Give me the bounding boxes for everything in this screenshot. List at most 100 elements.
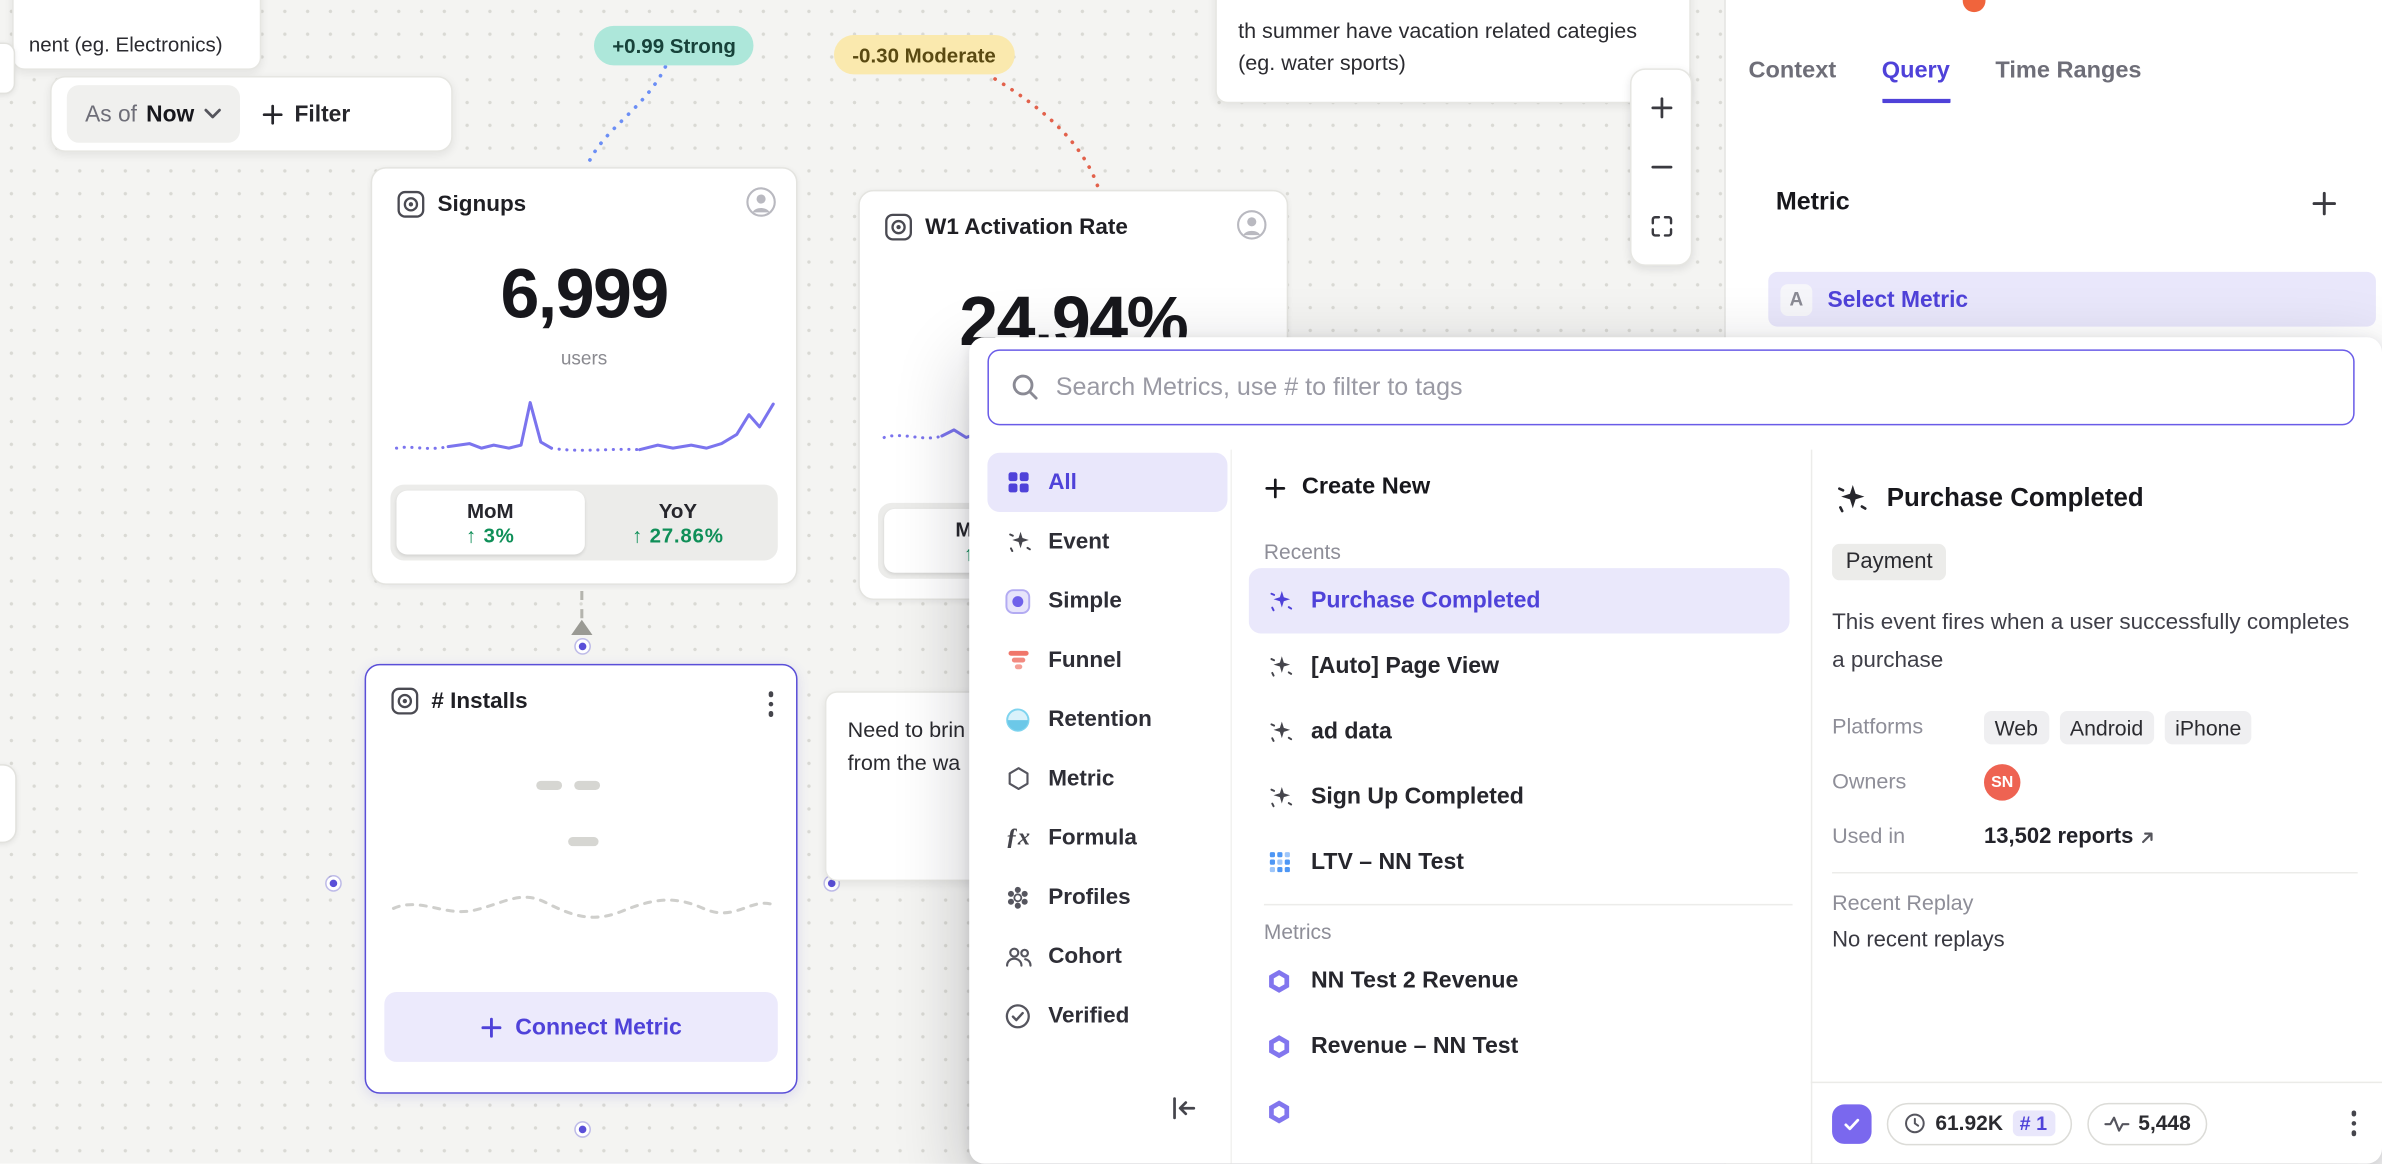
zoom-out-button[interactable] (1640, 146, 1683, 189)
event-sparkle-icon (1264, 782, 1294, 812)
divider (1832, 871, 2358, 874)
create-new-label: Create New (1301, 473, 1431, 500)
list-item-sign-up-completed[interactable]: Sign Up Completed (1249, 764, 1790, 829)
connection-port-top[interactable] (575, 639, 590, 654)
connect-metric-button[interactable]: Connect Metric (384, 991, 778, 1062)
expand-icon (1650, 215, 1672, 237)
tab-context[interactable]: Context (1748, 57, 1837, 84)
sticky-note-partial[interactable]: nent (eg. Electronics) (12, 0, 262, 70)
hexagon-icon (1003, 763, 1033, 793)
panel-handle[interactable] (0, 764, 17, 844)
toggle-label: YoY (658, 499, 698, 522)
correlation-badge-moderate[interactable]: -0.30 Moderate (834, 34, 1015, 75)
correlation-badge-strong[interactable]: +0.99 Strong (593, 25, 755, 66)
used-in-link[interactable]: 13,502 reports (1984, 825, 2156, 849)
used-in-label: Used in (1832, 824, 1906, 850)
footer-menu-button[interactable] (2346, 1106, 2360, 1140)
platform-tag-web: Web (1983, 710, 2049, 745)
as-of-button[interactable]: As of Now (66, 85, 240, 143)
search-icon (1009, 371, 1041, 403)
detail-tag: Payment (1832, 543, 1947, 581)
category-label: Metric (1048, 766, 1115, 791)
list-item-label: ad data (1311, 718, 1392, 745)
tab-query[interactable]: Query (1881, 58, 1950, 104)
search-field (987, 349, 2355, 426)
metric-picker-modal: All Event Simple Funnel (969, 337, 2382, 1164)
list-item-ltv-nn-test[interactable]: LTV – NN Test (1249, 829, 1790, 894)
flow-connector (580, 590, 584, 619)
toggle-yoy[interactable]: YoY ↑ 27.86% (584, 491, 772, 555)
search-input[interactable] (987, 349, 2355, 426)
list-item-nn-test-2-revenue[interactable]: NN Test 2 Revenue (1249, 948, 1790, 1013)
category-simple[interactable]: Simple (987, 571, 1227, 630)
hexagon-metric-icon (1264, 1031, 1294, 1061)
category-cohort[interactable]: Cohort (987, 927, 1227, 986)
list-item-revenue-nn-test[interactable]: Revenue – NN Test (1249, 1013, 1790, 1078)
category-verified[interactable]: Verified (987, 986, 1227, 1045)
note-line: th summer have vacation related categies (1238, 19, 1638, 45)
toggle-value: ↑ 3% (465, 523, 515, 547)
count-value: 61.92K (1935, 1112, 2003, 1135)
connection-port-bottom[interactable] (575, 1122, 590, 1137)
badge-label: +0.99 Strong (612, 34, 736, 57)
list-item-auto-page-view[interactable]: [Auto] Page View (1249, 633, 1790, 698)
filter-label: Filter (294, 101, 351, 127)
plus-icon (261, 103, 284, 126)
flow-arrow-icon (571, 619, 593, 635)
sticky-note-text: nent (eg. Electronics) (28, 33, 223, 57)
toggle-label: MoM (466, 499, 514, 522)
category-metric[interactable]: Metric (987, 749, 1227, 808)
category-all[interactable]: All (987, 452, 1228, 512)
period-toggle: MoM ↑ 3% YoY ↑ 27.86% (390, 484, 778, 561)
zoom-in-button[interactable] (1640, 87, 1683, 130)
select-metric-row[interactable]: A Select Metric (1768, 271, 2376, 327)
tab-time-ranges[interactable]: Time Ranges (1995, 57, 2142, 84)
placeholder-bar (536, 780, 563, 790)
card-menu-button[interactable] (763, 687, 777, 721)
verified-badge-button[interactable] (1832, 1103, 1872, 1144)
as-of-value: Now (146, 101, 195, 127)
connect-metric-label: Connect Metric (515, 1014, 682, 1040)
category-event[interactable]: Event (987, 512, 1227, 571)
collapse-left-icon (1172, 1096, 1195, 1119)
add-metric-button[interactable] (2306, 185, 2342, 221)
activity-pill[interactable]: 5,448 (2086, 1102, 2208, 1145)
panel-tabs: Context Query Time Ranges (1749, 58, 2142, 104)
placeholder-bar (574, 780, 601, 790)
chevron-down-icon (203, 108, 221, 120)
connection-port-left[interactable] (326, 876, 341, 891)
list-item-label: LTV – NN Test (1311, 849, 1464, 876)
note-card-top[interactable]: th summer have vacation related categies… (1215, 0, 1691, 104)
list-item-partial[interactable] (1249, 1079, 1790, 1144)
fit-screen-button[interactable] (1640, 205, 1683, 248)
category-label: Formula (1048, 825, 1137, 850)
create-new-button[interactable]: Create New (1249, 468, 1808, 507)
divider (1810, 449, 1813, 1164)
category-profiles[interactable]: Profiles (987, 867, 1227, 926)
list-item-ad-data[interactable]: ad data (1249, 699, 1790, 764)
select-metric-label: Select Metric (1827, 286, 1969, 313)
category-funnel[interactable]: Funnel (987, 630, 1227, 689)
event-sparkle-icon (1003, 526, 1033, 556)
detail-description: This event fires when a user successfull… (1832, 610, 2350, 673)
metric-card-signups[interactable]: Signups 6,999 users MoM ↑ 3% YoY ↑ (370, 167, 798, 585)
people-icon (1003, 941, 1033, 971)
list-item-purchase-completed[interactable]: Purchase Completed (1248, 568, 1790, 634)
hexagon-metric-icon (1264, 1096, 1294, 1126)
minus-icon (1650, 165, 1672, 169)
check-icon (1844, 1118, 1860, 1130)
edge-button[interactable] (0, 42, 16, 95)
divider (1230, 449, 1233, 1164)
collapse-sidebar-button[interactable] (1164, 1088, 1203, 1127)
platforms-row: Platforms Web Android iPhone (1832, 708, 2358, 747)
toggle-mom[interactable]: MoM ↑ 3% (396, 490, 585, 555)
event-count-pill[interactable]: 61.92K # 1 (1886, 1102, 2072, 1145)
notification-dot (1962, 0, 1986, 13)
category-retention[interactable]: Retention (987, 690, 1227, 749)
metric-card-installs[interactable]: # Installs Connect Metric (364, 663, 798, 1094)
divider (1263, 903, 1793, 906)
category-formula[interactable]: ƒx Formula (987, 808, 1227, 867)
simple-icon (1003, 586, 1033, 616)
filter-button[interactable]: Filter (261, 101, 350, 127)
note-line: from the wa (847, 751, 961, 777)
